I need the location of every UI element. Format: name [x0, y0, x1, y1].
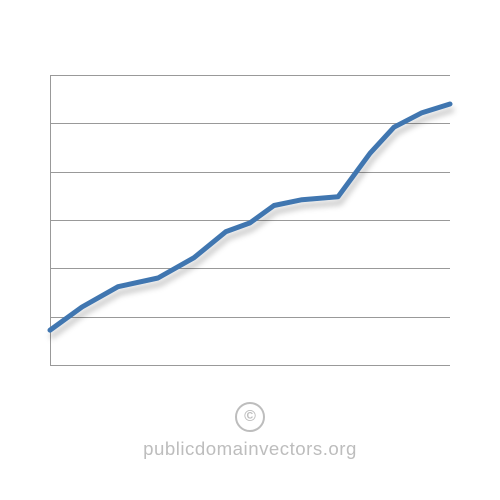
watermark-text: publicdomainvectors.org — [0, 438, 500, 460]
watermark: © publicdomainvectors.org — [0, 402, 500, 460]
plot-area — [50, 75, 450, 365]
gridline — [50, 365, 450, 366]
line-chart — [50, 75, 450, 365]
copyright-icon: © — [235, 402, 265, 432]
line-series — [50, 75, 450, 365]
